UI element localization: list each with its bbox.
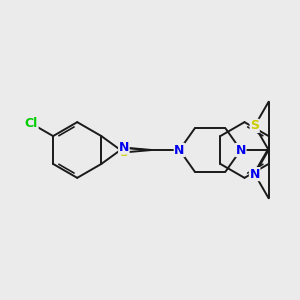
Text: N: N [236, 143, 246, 157]
Text: N: N [119, 141, 129, 154]
Text: S: S [119, 146, 128, 159]
Text: N: N [250, 168, 260, 181]
Text: Cl: Cl [25, 117, 38, 130]
Text: S: S [250, 119, 259, 132]
Text: N: N [174, 143, 185, 157]
